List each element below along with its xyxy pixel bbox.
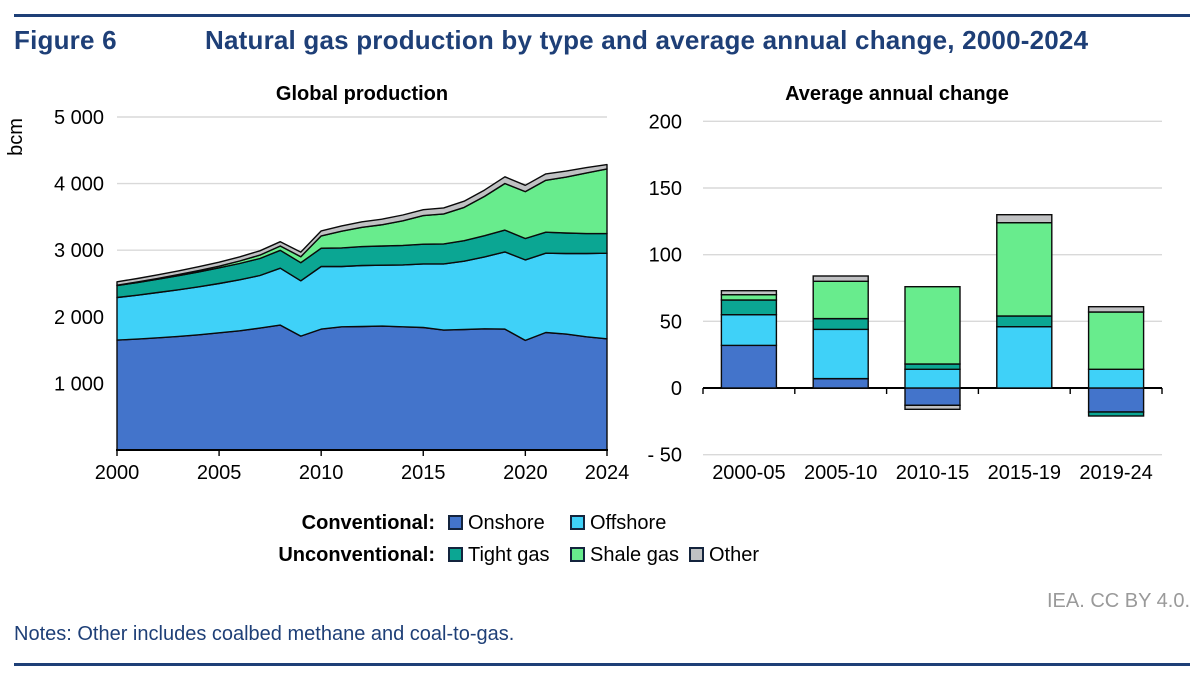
legend-swatch-offshore <box>570 515 585 530</box>
x-tick-label: 2000-05 <box>712 462 785 484</box>
bar-tight-gas-2010-15 <box>904 363 961 371</box>
bar-onshore-2005-10 <box>812 378 869 389</box>
bar-onshore-2010-15 <box>904 387 961 406</box>
bar-onshore-2019-24 <box>1087 387 1145 413</box>
y-tick-label: 2 000 <box>54 307 104 329</box>
bar-offshore-2010-15 <box>904 368 961 389</box>
bar-other-2019-24 <box>1087 305 1145 313</box>
bar-shale-gas-2019-24 <box>1087 311 1145 370</box>
bottom-rule <box>14 663 1190 666</box>
y-tick-label: 0 <box>671 378 682 400</box>
bar-offshore-2005-10 <box>812 328 869 380</box>
x-tick-label: 2020 <box>503 462 548 484</box>
y-axis-label: bcm <box>5 118 27 156</box>
average-annual-change-chart: 200 150 100 50 0 - 50 Average annual change 200… <box>648 83 1163 484</box>
bar-other-2015-19 <box>996 213 1053 224</box>
chart-title: Average annual change <box>785 83 1009 105</box>
legend-swatch-other <box>689 547 704 562</box>
y-tick-label: 100 <box>649 245 682 267</box>
x-tick-label: 2010-15 <box>896 462 969 484</box>
bar-offshore-2015-19 <box>996 325 1053 389</box>
legend-label-other: Other <box>709 544 760 566</box>
bar-shale-gas-2015-19 <box>996 221 1053 317</box>
bar-shale-gas-2000-05 <box>720 293 778 301</box>
x-tick-label: 2005-10 <box>804 462 877 484</box>
x-tick-label: 2005 <box>197 462 242 484</box>
legend-label-onshore: Onshore <box>468 512 545 534</box>
legend-row-label-conventional: Conventional: <box>301 512 435 534</box>
bar-other-2000-05 <box>720 289 778 296</box>
bar-offshore-2000-05 <box>720 313 778 347</box>
figure-title: Natural gas production by type and avera… <box>205 25 1089 55</box>
x-tick-label: 2015-19 <box>988 462 1061 484</box>
area-other <box>116 163 608 286</box>
y-tick-label: 50 <box>660 311 682 333</box>
global-production-chart: 5 000 4 000 3 000 2 000 1 000 Global producti… <box>5 83 630 484</box>
bar-shale-gas-2010-15 <box>904 285 961 365</box>
legend-label-shale-gas: Shale gas <box>590 544 679 566</box>
bar-other-2005-10 <box>812 275 869 283</box>
x-tick-label: 2010 <box>299 462 344 484</box>
legend-swatch-onshore <box>448 515 463 530</box>
y-tick-label: - 50 <box>648 445 682 467</box>
bar-other-2010-15 <box>904 404 961 410</box>
y-tick-label: 5 000 <box>54 107 104 129</box>
legend-label-tight-gas: Tight gas <box>468 544 550 566</box>
y-tick-label: 1 000 <box>54 373 104 395</box>
legend-swatch-tight-gas <box>448 547 463 562</box>
figure-label: Figure 6 <box>14 25 117 55</box>
legend-row-label-unconventional: Unconventional: <box>278 544 435 566</box>
y-tick-label: 150 <box>649 178 682 200</box>
attribution: IEA. CC BY 4.0. <box>1046 590 1190 612</box>
notes: Notes: Other includes coalbed methane an… <box>14 623 515 645</box>
area-onshore <box>116 324 608 451</box>
legend-label-offshore: Offshore <box>590 512 667 534</box>
bar-offshore-2019-24 <box>1087 368 1145 389</box>
x-tick-label: 2015 <box>401 462 446 484</box>
y-tick-label: 4 000 <box>54 174 104 196</box>
bar-onshore-2000-05 <box>720 344 778 389</box>
legend-swatch-shale-gas <box>570 547 585 562</box>
y-tick-label: 3 000 <box>54 240 104 262</box>
x-tick-label: 2019-24 <box>1079 462 1152 484</box>
bar-tight-gas-2005-10 <box>812 317 869 331</box>
x-tick-label: 2024 <box>585 462 630 484</box>
top-rule <box>14 14 1190 17</box>
x-tick-label: 2000 <box>95 462 140 484</box>
bar-tight-gas-2000-05 <box>720 299 778 316</box>
bar-shale-gas-2005-10 <box>812 280 869 320</box>
bar-tight-gas-2019-24 <box>1087 411 1145 417</box>
y-tick-label: 200 <box>649 111 682 133</box>
chart-title: Global production <box>276 83 448 105</box>
bar-tight-gas-2015-19 <box>996 315 1053 328</box>
